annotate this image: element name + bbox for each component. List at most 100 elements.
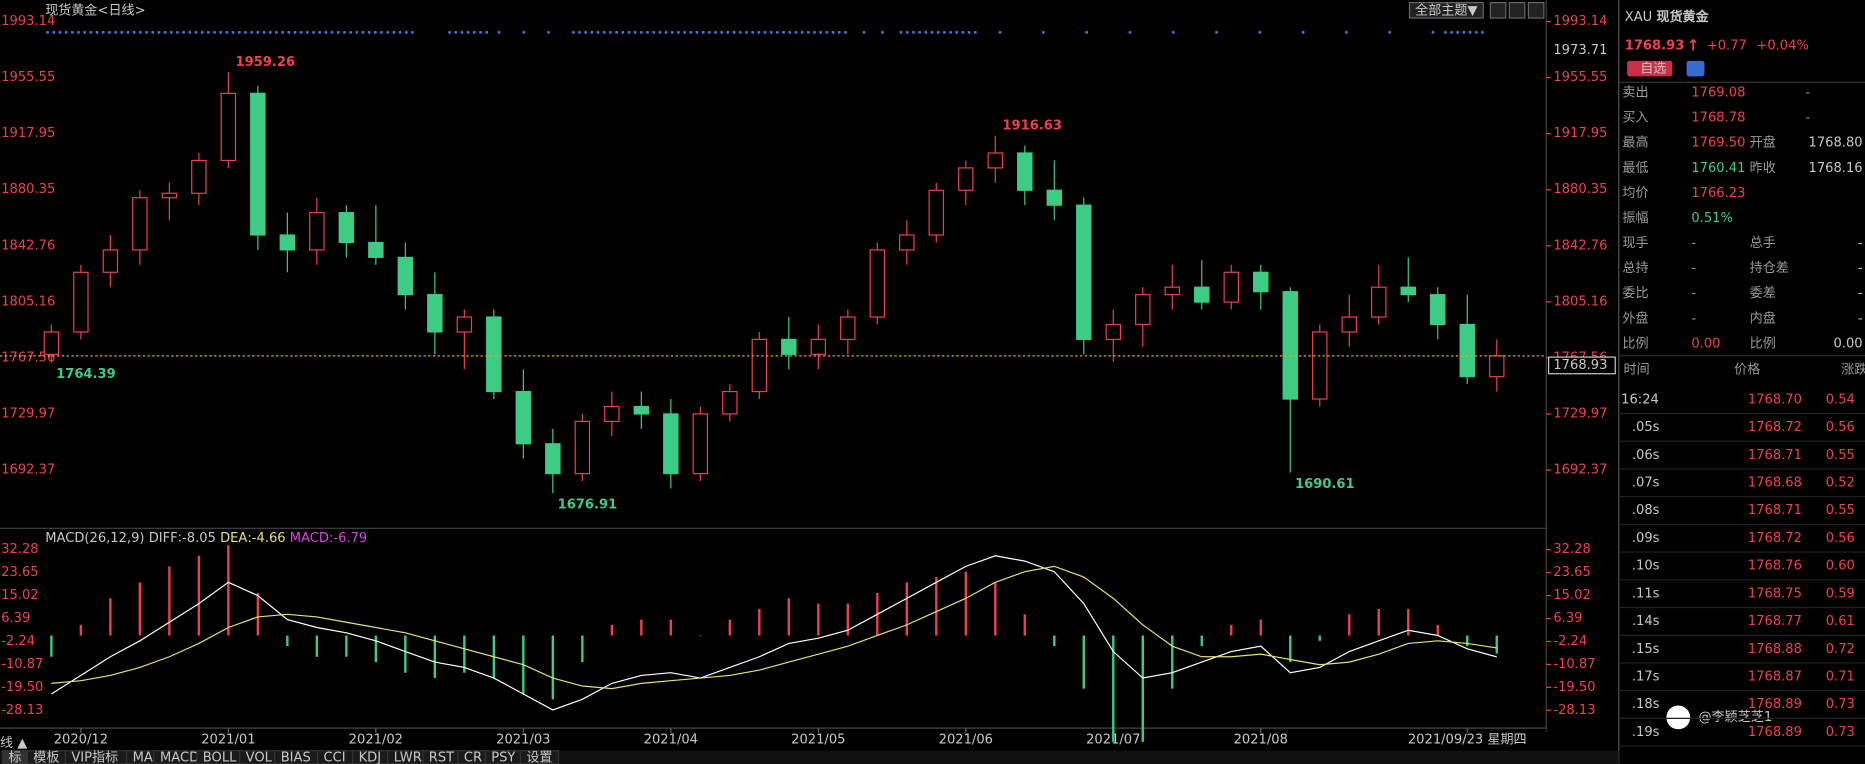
y-tick-label: -10.87 (1553, 657, 1595, 672)
quote-label: 委比 (1622, 285, 1648, 301)
macd-line (51, 555, 1497, 711)
theme-button-label[interactable]: 全部主题▼ (1415, 1, 1478, 18)
status-dot (1171, 30, 1175, 34)
status-dot (299, 30, 303, 34)
status-dot (844, 30, 847, 34)
quote-value: 1768.80 (1809, 136, 1863, 151)
status-dot (627, 30, 631, 34)
x-tick-label: 2021/04 (644, 733, 698, 748)
tag-label[interactable]: 自选 (1640, 61, 1666, 77)
trade-price: 1768.89 (1748, 725, 1802, 740)
status-dot (899, 30, 903, 34)
candle-body (958, 167, 974, 191)
quote-label: 持仓差 (1750, 260, 1789, 276)
tab-label[interactable]: LWR (394, 750, 422, 764)
tab-label[interactable]: PSY (491, 750, 516, 764)
quote-label: 委差 (1750, 285, 1776, 301)
y-tick-label: 1805.16 (1553, 294, 1607, 309)
status-dot (751, 30, 755, 34)
candle-body (43, 331, 60, 355)
tab-label[interactable]: BIAS (281, 750, 311, 764)
watermark-text: @李颖芝芝1 (1698, 709, 1772, 725)
status-dot (367, 30, 371, 34)
trade-price: 1768.75 (1748, 586, 1802, 601)
tab-label[interactable]: 模板 (33, 749, 59, 764)
tag-button[interactable] (1627, 60, 1673, 77)
tab-label[interactable]: MA (133, 750, 153, 764)
last-price-box (1548, 356, 1616, 375)
quote-label: 最低 (1622, 160, 1648, 176)
status-dot (782, 30, 786, 34)
tab-label[interactable]: 标 (8, 749, 21, 764)
macd-bar (817, 603, 820, 636)
status-dot (479, 30, 482, 34)
tab-label[interactable]: RST (429, 750, 455, 764)
status-dot (1041, 30, 1045, 34)
status-dot (126, 30, 130, 34)
macd-bar (1082, 635, 1085, 689)
y-tick-label-left: -19.50 (1, 680, 43, 695)
zoom-button[interactable] (1508, 1, 1526, 19)
pane-toggle[interactable]: 线 ▲ (0, 735, 28, 751)
status-dot (578, 30, 581, 34)
tab-label[interactable]: MACD (160, 750, 199, 764)
trade-pct: 0.54 (1826, 392, 1855, 407)
zoom-button[interactable] (1527, 1, 1545, 19)
y-tick-label-left: 15.02 (1, 588, 38, 603)
tab-label[interactable]: VOL (246, 750, 273, 764)
y-tick-label: 1880.35 (1553, 182, 1607, 197)
quote-value: 1769.08 (1691, 85, 1745, 100)
tab-label[interactable]: VIP指标 (71, 749, 118, 764)
status-dot (58, 30, 62, 34)
tab-label[interactable]: BOLL (203, 750, 237, 764)
quote-value: - (1858, 261, 1863, 276)
tab-label[interactable]: CCI (324, 750, 346, 764)
trade-time: .08s (1632, 503, 1660, 518)
status-dot (293, 30, 297, 34)
status-dot (596, 30, 600, 34)
tab-label[interactable]: 设置 (526, 749, 552, 764)
quote-label: 开盘 (1750, 134, 1776, 151)
status-dot (132, 30, 136, 34)
status-dot (52, 30, 56, 34)
macd-bar (1200, 635, 1203, 647)
status-dot (1468, 30, 1472, 34)
status-dot (571, 30, 575, 34)
theme-button[interactable] (1408, 1, 1484, 19)
y-tick-label-left: 1692.37 (1, 463, 55, 478)
low-label: 1690.61 (1295, 477, 1355, 492)
quote-value: - (1691, 311, 1696, 326)
status-dot (237, 30, 241, 34)
alert-button[interactable] (1686, 60, 1705, 77)
status-dot (70, 30, 74, 34)
status-dot (163, 30, 167, 34)
tab-label[interactable]: KDJ (359, 750, 382, 764)
quote-value: - (1691, 286, 1696, 301)
status-dot (466, 30, 470, 34)
candle-body (1105, 323, 1122, 340)
candle-body (1017, 152, 1033, 191)
legend-name: MACD (290, 530, 329, 545)
quote-value: - (1858, 286, 1863, 301)
status-dot (1301, 30, 1305, 34)
status-dot (738, 30, 742, 34)
macd-bar (669, 619, 673, 636)
tab-label[interactable]: CR (464, 750, 482, 764)
macd-bar (1318, 635, 1321, 641)
y-tick-label-left: 1729.97 (1, 406, 55, 421)
candle-body (869, 249, 886, 318)
zoom-button[interactable] (1489, 1, 1507, 19)
trade-pct: 0.73 (1826, 697, 1855, 712)
status-dot (942, 30, 946, 34)
candle-body (1489, 355, 1505, 378)
quote-value: 0.51% (1691, 211, 1733, 226)
status-dot (1128, 30, 1132, 34)
x-tick-label: 2021/02 (349, 733, 403, 748)
candle-body (604, 405, 620, 422)
candle-body (397, 256, 414, 296)
y-tick-label-left: -28.13 (1, 703, 43, 718)
candle-body (574, 420, 591, 475)
macd-bar (79, 624, 83, 636)
trade-pct: 0.60 (1826, 559, 1855, 574)
status-dot (225, 30, 229, 34)
